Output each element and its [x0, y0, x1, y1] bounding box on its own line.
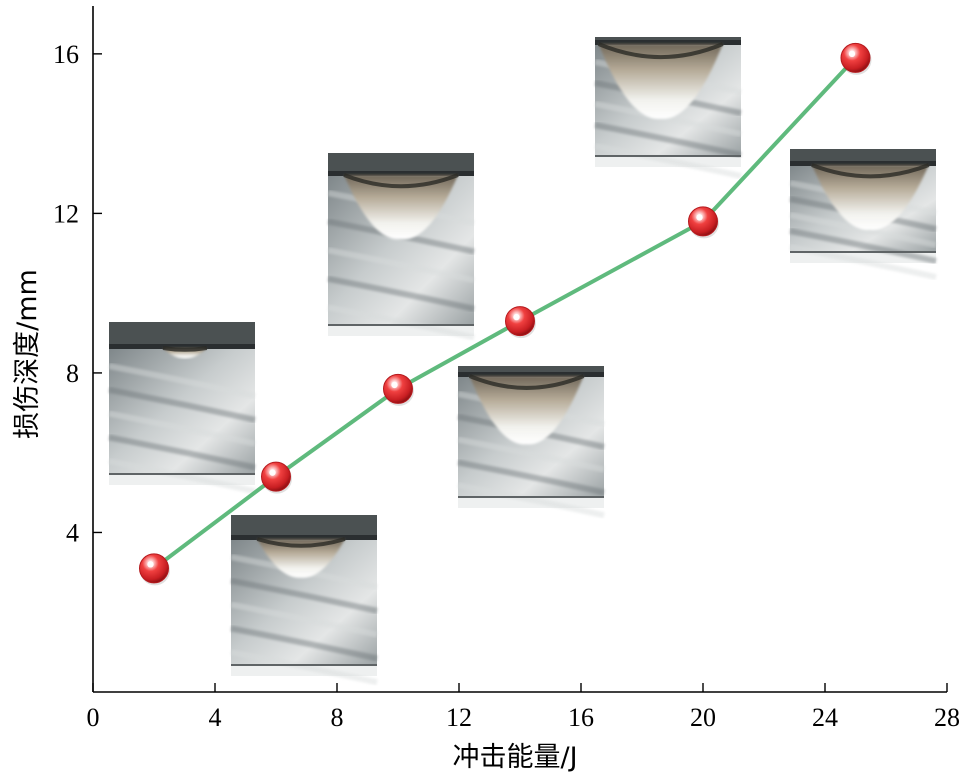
y-tick-label: 12 — [53, 199, 79, 228]
y-tick-label: 8 — [66, 359, 79, 388]
x-tick-label: 24 — [812, 703, 838, 732]
data-point — [383, 373, 414, 406]
x-tick-label: 28 — [934, 703, 960, 732]
data-point — [261, 461, 292, 494]
data-point — [840, 42, 872, 75]
x-tick-label: 8 — [331, 703, 344, 732]
data-point — [139, 553, 170, 586]
y-tick-label: 16 — [53, 40, 79, 69]
x-tick-label: 0 — [87, 703, 100, 732]
series — [139, 42, 872, 586]
x-tick-label: 12 — [446, 703, 472, 732]
inset-photo-6 — [789, 149, 937, 280]
series-line — [152, 55, 858, 571]
inset-images — [108, 37, 937, 686]
y-axis-title: 损伤深度/mm — [12, 269, 43, 439]
inset-photo-5 — [594, 37, 742, 179]
inset-photo-3 — [327, 153, 475, 341]
inset-photo-2 — [230, 515, 378, 686]
y-tick-label: 4 — [66, 518, 79, 547]
data-point — [505, 306, 536, 339]
x-tick-label: 4 — [209, 703, 222, 732]
axis-labels: 冲击能量/J 损伤深度/mm — [12, 269, 578, 773]
data-point — [688, 206, 719, 239]
axes: 0 4 8 12 16 20 24 28 4 8 12 16 — [53, 6, 960, 732]
x-tick-label: 20 — [690, 703, 716, 732]
inset-photo-1 — [108, 322, 256, 495]
x-tick-label: 16 — [568, 703, 594, 732]
inset-photo-4 — [457, 366, 605, 519]
x-axis-title: 冲击能量/J — [452, 742, 577, 773]
